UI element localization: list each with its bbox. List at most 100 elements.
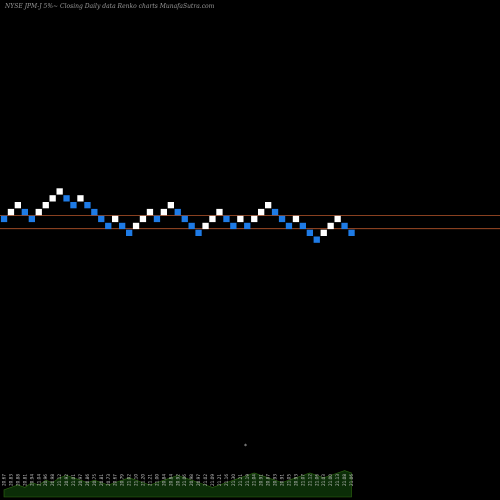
x-tick-label: 21.06 <box>182 474 187 486</box>
renko-brick-down <box>21 208 28 216</box>
renko-brick-up <box>216 208 223 216</box>
x-tick-label: 21.04 <box>36 474 41 486</box>
x-tick-label: 21.08 <box>342 474 347 486</box>
x-tick-label: 20.84 <box>161 474 166 486</box>
x-axis-labels: 20.67 20.83 20.88 20.81 20.94 21.04 20.96 20.98… <box>2 474 355 486</box>
x-tick-label: 21.00 <box>154 474 159 486</box>
x-tick-label: 21.13 <box>335 474 340 486</box>
x-tick-label: 20.94 <box>29 474 34 486</box>
renko-brick-up <box>49 195 56 202</box>
renko-brick-down <box>119 222 126 230</box>
x-tick-label: 21.21 <box>148 474 153 486</box>
renko-bricks <box>0 188 355 243</box>
x-tick-label: 21.09 <box>210 474 215 486</box>
renko-brick-up <box>258 208 265 216</box>
renko-brick-up <box>42 202 49 209</box>
chart-title: NYSE JPM-J 5%~ Closing Daily data Renko … <box>4 3 215 10</box>
x-tick-label: 21.06 <box>349 474 354 486</box>
x-tick-label: 21.02 <box>127 474 132 486</box>
renko-brick-down <box>348 229 355 236</box>
x-tick-label: 21.07 <box>300 474 305 486</box>
renko-brick-down <box>98 215 105 223</box>
renko-brick-up <box>202 222 209 230</box>
x-tick-label: 21.04 <box>252 474 257 486</box>
renko-brick-up <box>132 222 140 230</box>
renko-brick-down <box>230 222 237 230</box>
renko-brick-down <box>188 222 195 230</box>
x-tick-label: 20.84 <box>168 474 173 486</box>
x-tick-label: 21.05 <box>286 474 291 486</box>
x-tick-label: 20.92 <box>175 474 180 486</box>
x-tick-label: 20.73 <box>106 474 111 486</box>
x-tick-label: 20.97 <box>196 474 201 486</box>
x-tick-label: 20.83 <box>8 474 13 486</box>
renko-brick-down <box>63 195 70 202</box>
x-tick-label: 21.12 <box>307 474 312 486</box>
renko-brick-down <box>105 222 112 230</box>
x-tick-label: 21.03 <box>321 474 326 486</box>
renko-brick-down <box>0 215 8 223</box>
x-tick-label: 21.10 <box>134 474 139 486</box>
x-tick-label: 21.01 <box>71 474 76 486</box>
renko-brick-down <box>313 236 320 243</box>
x-tick-label: 21.21 <box>217 474 222 486</box>
renko-brick-up <box>14 202 21 209</box>
x-tick-label: 20.97 <box>78 474 83 486</box>
volume-area <box>3 470 352 498</box>
renko-brick-down <box>244 222 251 230</box>
renko-brick-down <box>285 222 293 230</box>
x-tick-label: 21.00 <box>328 474 333 486</box>
renko-brick-down <box>174 208 181 216</box>
x-tick-label: 20.93 <box>273 474 278 486</box>
x-tick-label: 20.75 <box>92 474 97 486</box>
renko-brick-down <box>28 215 35 223</box>
x-tick-label: 21.20 <box>141 474 146 486</box>
renko-brick-up <box>139 215 147 223</box>
renko-brick-up <box>7 208 15 216</box>
x-tick-label: 20.86 <box>85 474 90 486</box>
renko-brick-up <box>292 215 300 223</box>
renko-brick-up <box>160 208 167 216</box>
x-tick-label: 20.91 <box>280 474 285 486</box>
renko-brick-down <box>84 202 91 209</box>
renko-brick-down <box>195 229 202 236</box>
renko-brick-up <box>35 208 42 216</box>
x-tick-label: 21.16 <box>224 474 229 486</box>
volume-marker: * <box>244 443 247 450</box>
renko-brick-down <box>153 215 161 223</box>
renko-brick-down <box>126 229 133 236</box>
renko-brick-up <box>265 202 272 209</box>
x-tick-label: 20.81 <box>22 474 27 486</box>
x-tick-label: 21.02 <box>203 474 208 486</box>
volume-shape <box>3 470 352 498</box>
x-tick-label: 21.30 <box>231 474 236 486</box>
renko-brick-up <box>327 222 334 230</box>
renko-brick-up <box>112 215 119 223</box>
renko-brick-up <box>251 215 258 223</box>
x-tick-label: 21.21 <box>238 474 243 486</box>
x-tick-label: 20.81 <box>99 474 104 486</box>
renko-brick-up <box>56 188 63 195</box>
renko-brick-down <box>70 202 77 209</box>
x-tick-label: 21.12 <box>57 474 62 486</box>
renko-brick-down <box>91 208 98 216</box>
renko-brick-down <box>181 215 188 223</box>
x-tick-label: 20.98 <box>50 474 55 486</box>
renko-brick-up <box>77 195 84 202</box>
x-tick-label: 20.91 <box>259 474 264 486</box>
x-tick-label: 20.92 <box>64 474 69 486</box>
x-tick-label: 20.88 <box>15 474 20 486</box>
x-tick-label: 20.98 <box>189 474 194 486</box>
x-tick-label: 20.67 <box>113 474 118 486</box>
x-tick-label: 21.19 <box>245 474 250 486</box>
renko-brick-down <box>299 222 306 230</box>
renko-brick-up <box>320 229 327 236</box>
renko-brick-down <box>278 215 286 223</box>
renko-brick-down <box>341 222 348 230</box>
renko-brick-up <box>334 215 341 223</box>
x-tick-label: 20.67 <box>2 474 7 486</box>
renko-brick-up <box>167 202 174 209</box>
renko-brick-up <box>237 215 244 223</box>
